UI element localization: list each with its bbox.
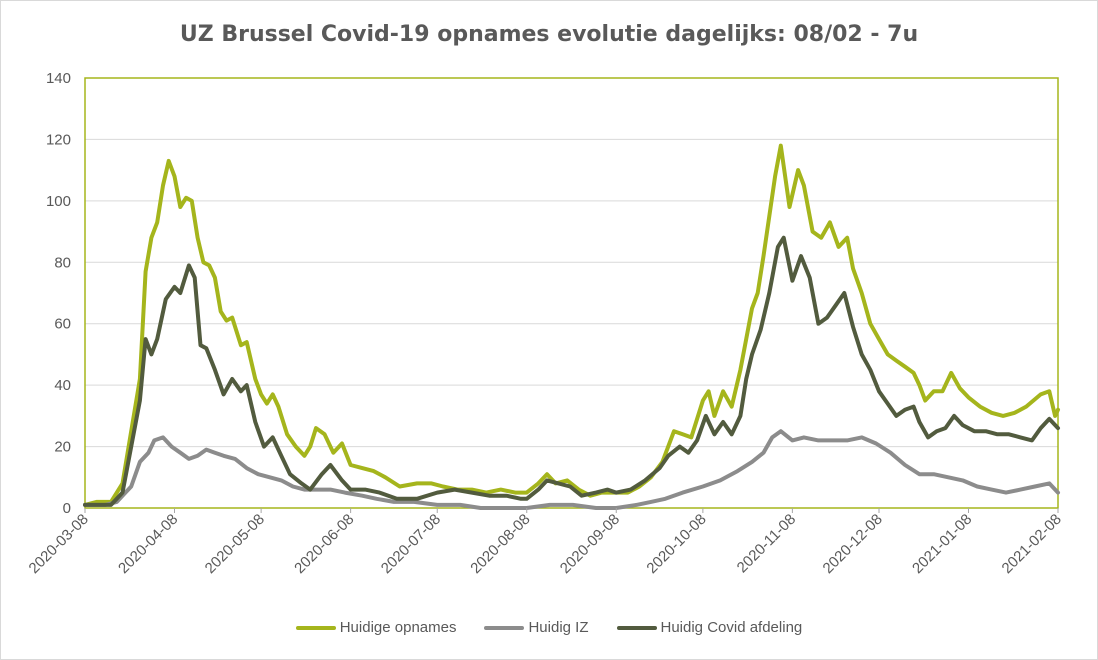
x-tick-label: 2020-12-08	[820, 511, 886, 577]
series-lines	[83, 143, 1060, 510]
series-line-2	[83, 235, 1060, 507]
x-tick-label: 2020-09-08	[557, 511, 623, 577]
x-tick-label: 2021-01-08	[909, 511, 975, 577]
legend-swatch	[484, 625, 525, 630]
series-line-1	[83, 429, 1060, 510]
x-tick-label: 2021-02-08	[999, 511, 1065, 577]
legend-label: Huidig IZ	[528, 619, 589, 636]
x-tick-label: 2020-08-08	[467, 511, 533, 577]
legend-item-huidige-opnames: Huidige opnames	[295, 619, 457, 636]
x-tick-label: 2020-04-08	[115, 511, 181, 577]
y-tick-label: 60	[54, 316, 71, 333]
x-tick-label: 2020-10-08	[643, 511, 709, 577]
legend-swatch	[295, 625, 336, 630]
legend-label: Huidig Covid afdeling	[660, 619, 803, 636]
y-tick-label: 80	[54, 254, 71, 271]
x-tick-label: 2020-11-08	[734, 511, 799, 576]
gridlines	[85, 138, 1058, 448]
y-tick-label: 0	[63, 500, 71, 517]
x-tick-label: 2020-03-08	[26, 511, 92, 577]
legend-item-huidig-iz: Huidig IZ	[484, 619, 589, 636]
x-tick-label: 2020-05-08	[202, 511, 268, 577]
y-tick-label: 120	[46, 131, 71, 148]
x-tick-label: 2020-07-08	[378, 511, 444, 577]
chart-title: UZ Brussel Covid-19 opnames evolutie dag…	[179, 22, 919, 47]
y-axis: 0 20 40 60 80 100 120 140	[46, 70, 71, 517]
y-tick-label: 100	[46, 193, 71, 210]
legend: Huidige opnames Huidig IZ Huidig Covid a…	[0, 619, 1098, 636]
series-line-0	[83, 143, 1060, 507]
y-tick-label: 20	[54, 439, 71, 456]
x-axis: 2020-03-08 2020-04-08 2020-05-08 2020-06-08…	[26, 508, 1065, 577]
plot-area-border	[84, 77, 1059, 509]
legend-item-huidig-covid-afdeling: Huidig Covid afdeling	[616, 619, 803, 636]
y-tick-label: 140	[46, 70, 71, 87]
legend-swatch	[616, 625, 657, 630]
legend-label: Huidige opnames	[339, 619, 457, 636]
y-tick-label: 40	[54, 377, 71, 394]
x-tick-label: 2020-06-08	[291, 511, 357, 577]
